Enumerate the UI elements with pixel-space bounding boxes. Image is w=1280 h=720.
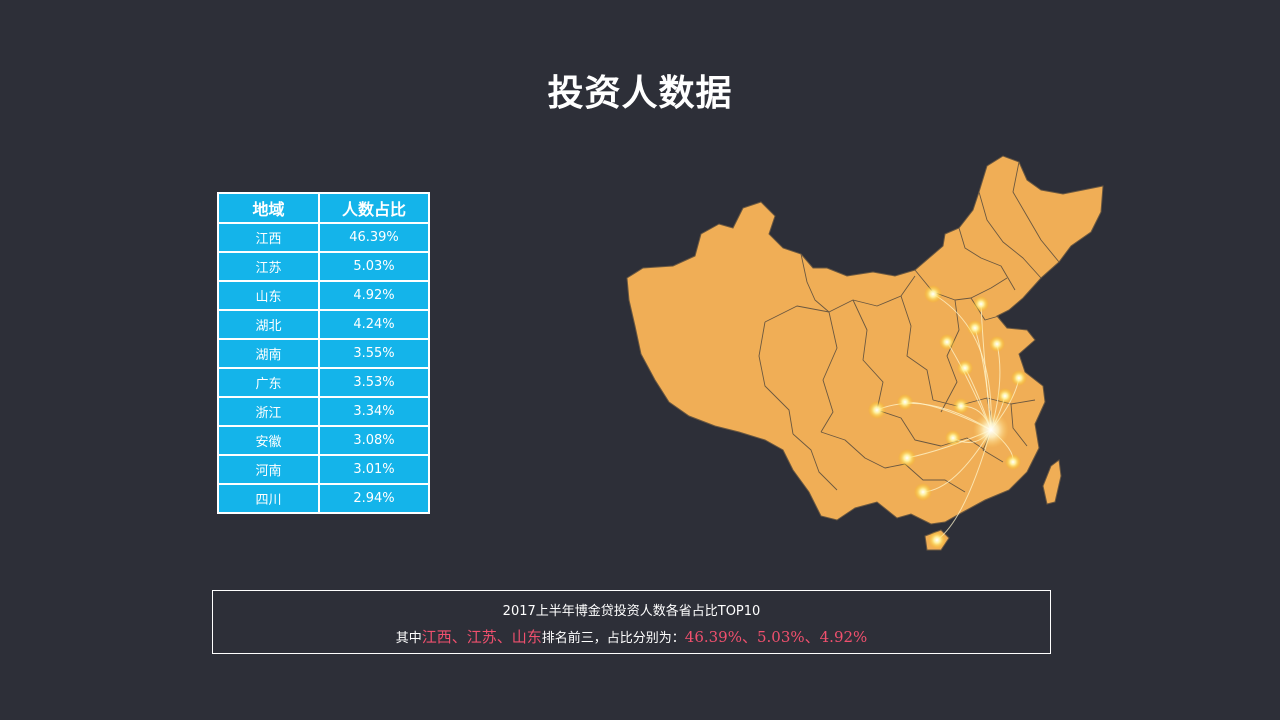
region-cell: 四川	[217, 483, 320, 514]
share-cell: 3.55%	[318, 338, 430, 369]
taiwan-shape	[1042, 459, 1062, 505]
province-borders	[758, 161, 1060, 493]
region-cell: 江苏	[217, 251, 320, 282]
region-cell: 广东	[217, 367, 320, 398]
highlight-province-3: 山东	[511, 628, 542, 646]
share-cell: 2.94%	[318, 483, 430, 514]
china-map-graphic	[626, 155, 1104, 551]
share-cell: 3.08%	[318, 425, 430, 456]
table-row: 江苏 5.03%	[217, 251, 430, 282]
china-mainland-shape	[626, 155, 1104, 525]
summary-title: 2017上半年博金贷投资人数各省占比TOP10	[502, 604, 761, 619]
share-cell: 46.39%	[318, 222, 430, 253]
jiangxi-hub-point	[973, 412, 1009, 448]
china-map	[615, 150, 1115, 560]
share-cell: 3.34%	[318, 396, 430, 427]
column-header-share: 人数占比	[318, 192, 430, 224]
region-cell: 湖北	[217, 309, 320, 340]
glow-points	[868, 285, 1027, 549]
share-cell: 4.92%	[318, 280, 430, 311]
table-row: 浙江 3.34%	[217, 396, 430, 427]
page-title: 投资人数据	[547, 73, 733, 114]
table-row: 四川 2.94%	[217, 483, 430, 514]
region-cell: 湖南	[217, 338, 320, 369]
table-row: 湖北 4.24%	[217, 309, 430, 340]
share-cell: 5.03%	[318, 251, 430, 282]
region-cell: 安徽	[217, 425, 320, 456]
table-header-row: 地域 人数占比	[217, 192, 430, 224]
summary-detail: 其中江西、江苏、山东排名前三，占比分别为：46.39%、5.03%、4.92%	[213, 626, 1050, 647]
summary-prefix: 其中	[395, 631, 422, 646]
highlight-province-1: 江西、	[421, 628, 467, 646]
province-share-table: 地域 人数占比 江西 46.39% 江苏 5.03% 山东 4.92% 湖北 4.24%…	[217, 192, 430, 514]
region-cell: 浙江	[217, 396, 320, 427]
summary-box: 2017上半年博金贷投资人数各省占比TOP10 其中江西、江苏、山东排名前三，占…	[212, 590, 1051, 654]
table-row: 山东 4.92%	[217, 280, 430, 311]
table-row: 河南 3.01%	[217, 454, 430, 485]
highlight-province-2: 江苏、	[466, 628, 512, 646]
table-row: 湖南 3.55%	[217, 338, 430, 369]
share-cell: 4.24%	[318, 309, 430, 340]
share-cell: 3.53%	[318, 367, 430, 398]
region-cell: 山东	[217, 280, 320, 311]
region-cell: 河南	[217, 454, 320, 485]
table-row: 广东 3.53%	[217, 367, 430, 398]
share-cell: 3.01%	[318, 454, 430, 485]
table-row: 安徽 3.08%	[217, 425, 430, 456]
column-header-region: 地域	[217, 192, 320, 224]
summary-middle-text: 排名前三，占比分别为：	[541, 631, 685, 646]
table-row: 江西 46.39%	[217, 222, 430, 253]
highlight-values: 46.39%、5.03%、4.92%	[684, 628, 868, 646]
region-cell: 江西	[217, 222, 320, 253]
